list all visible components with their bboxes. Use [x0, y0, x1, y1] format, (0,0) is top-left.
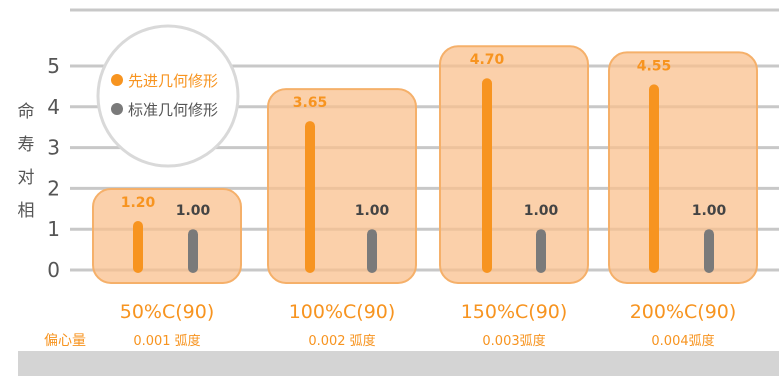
data-label-advanced: 4.55	[637, 58, 672, 74]
data-label-advanced: 3.65	[293, 95, 328, 111]
y-tick-label: 0	[47, 258, 60, 282]
y-tick-label: 2	[47, 176, 60, 200]
group-box	[439, 45, 589, 284]
y-axis-ticks: 0 1 2 3 4 5	[47, 54, 60, 282]
category-group: 4.55 1.00	[608, 51, 758, 284]
data-label-standard: 1.00	[524, 203, 559, 219]
y-tick-label: 1	[47, 217, 60, 241]
legend: 先进几何修形 标准几何修形	[96, 24, 240, 168]
category-group: 4.70 1.00	[439, 45, 589, 284]
legend-label-standard: 标准几何修形	[128, 101, 218, 119]
eccentricity-value: 0.003弧度	[482, 333, 545, 349]
group-box	[267, 88, 417, 284]
data-label-advanced: 1.20	[121, 195, 156, 211]
eccentricity-value: 0.004弧度	[651, 333, 714, 349]
legend-swatch-advanced	[111, 74, 123, 86]
y-tick-label: 4	[47, 95, 60, 119]
legend-swatch-standard	[111, 103, 123, 115]
y-tick-label: 3	[47, 136, 60, 160]
eccentricity-value: 0.002 弧度	[308, 333, 375, 349]
legend-circle	[96, 24, 240, 168]
legend-label-advanced: 先进几何修形	[128, 72, 218, 90]
eccentricity-label: 偏心量	[44, 333, 86, 349]
footer-band	[18, 351, 779, 376]
group-box	[92, 188, 242, 284]
x-tick-label: 50%C(90)	[120, 301, 215, 323]
data-label-standard: 1.00	[355, 203, 390, 219]
data-label-standard: 1.00	[692, 203, 727, 219]
eccentricity-value: 0.001 弧度	[133, 333, 200, 349]
x-tick-label: 150%C(90)	[461, 301, 568, 323]
y-tick-label: 5	[47, 54, 60, 78]
category-group: 3.65 1.00	[267, 88, 417, 284]
x-tick-label: 200%C(90)	[630, 301, 737, 323]
data-label-standard: 1.00	[176, 203, 211, 219]
group-box	[608, 51, 758, 284]
eccentricity-values: 0.001 弧度 0.002 弧度 0.003弧度 0.004弧度	[133, 333, 714, 349]
y-axis-title: 命寿对相	[18, 102, 35, 221]
category-groups: 1.20 1.00 3.65 1.00 4.70 1.00 4.55 1.00	[92, 45, 758, 284]
category-group: 1.20 1.00	[92, 188, 242, 284]
x-tick-label: 100%C(90)	[289, 301, 396, 323]
x-axis-labels: 50%C(90) 100%C(90) 150%C(90) 200%C(90)	[120, 301, 737, 323]
data-label-advanced: 4.70	[470, 52, 505, 68]
